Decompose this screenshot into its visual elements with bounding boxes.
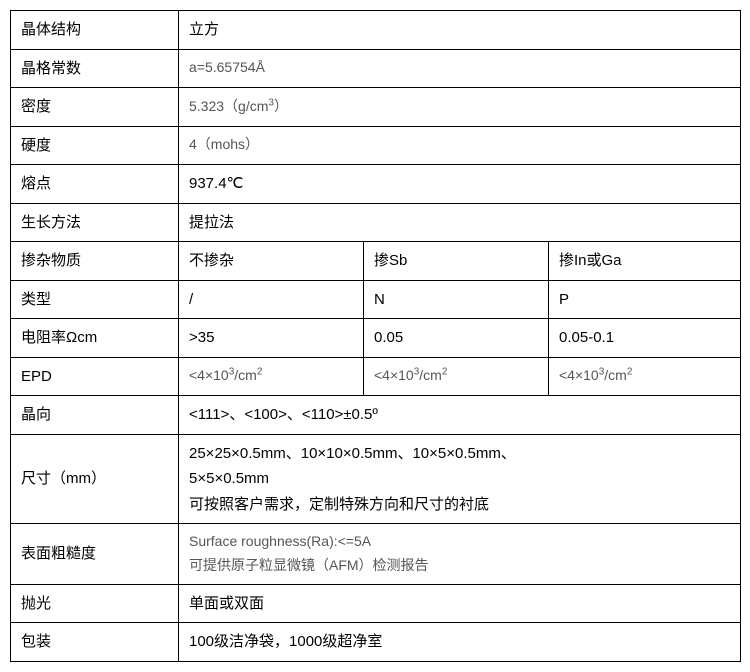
- row-value: P: [549, 280, 741, 319]
- row-value: /: [179, 280, 364, 319]
- row-label: 晶向: [11, 396, 179, 435]
- table-row: 抛光单面或双面: [11, 584, 741, 623]
- table-row: 尺寸（mm）25×25×0.5mm、10×10×0.5mm、10×5×0.5mm…: [11, 434, 741, 524]
- row-value: Surface roughness(Ra):<=5A可提供原子粒显微镜（AFM）…: [179, 524, 741, 585]
- table-row: 晶格常数a=5.65754Å: [11, 49, 741, 88]
- spec-table: 晶体结构立方晶格常数a=5.65754Å密度5.323（g/cm3）硬度4（mo…: [10, 10, 741, 662]
- row-value: 掺Sb: [364, 242, 549, 281]
- table-row: 硬度4（mohs）: [11, 126, 741, 165]
- row-value: <111>、<100>、<110>±0.5º: [179, 396, 741, 435]
- table-row: 晶体结构立方: [11, 11, 741, 50]
- table-row: 包装100级洁净袋，1000级超净室: [11, 623, 741, 662]
- row-value: a=5.65754Å: [179, 49, 741, 88]
- row-value: 4（mohs）: [179, 126, 741, 165]
- row-label: 密度: [11, 88, 179, 127]
- row-label: 包装: [11, 623, 179, 662]
- row-label: 电阻率Ωcm: [11, 319, 179, 358]
- table-row: 电阻率Ωcm>350.050.05-0.1: [11, 319, 741, 358]
- row-label: 熔点: [11, 165, 179, 204]
- row-value: <4×103/cm2: [364, 357, 549, 396]
- row-value: 单面或双面: [179, 584, 741, 623]
- table-row: 熔点937.4℃: [11, 165, 741, 204]
- table-row: 晶向<111>、<100>、<110>±0.5º: [11, 396, 741, 435]
- table-row: EPD<4×103/cm2<4×103/cm2<4×103/cm2: [11, 357, 741, 396]
- row-value: 0.05-0.1: [549, 319, 741, 358]
- table-row: 表面粗糙度Surface roughness(Ra):<=5A可提供原子粒显微镜…: [11, 524, 741, 585]
- row-value: 5.323（g/cm3）: [179, 88, 741, 127]
- row-value: >35: [179, 319, 364, 358]
- row-value: 立方: [179, 11, 741, 50]
- table-row: 掺杂物质不掺杂掺Sb掺In或Ga: [11, 242, 741, 281]
- row-value: 不掺杂: [179, 242, 364, 281]
- row-label: 表面粗糙度: [11, 524, 179, 585]
- row-value: N: [364, 280, 549, 319]
- row-label: 晶体结构: [11, 11, 179, 50]
- row-value: <4×103/cm2: [179, 357, 364, 396]
- spec-table-body: 晶体结构立方晶格常数a=5.65754Å密度5.323（g/cm3）硬度4（mo…: [11, 11, 741, 662]
- row-value: 25×25×0.5mm、10×10×0.5mm、10×5×0.5mm、5×5×0…: [179, 434, 741, 524]
- row-label: 生长方法: [11, 203, 179, 242]
- row-label: EPD: [11, 357, 179, 396]
- row-value: 掺In或Ga: [549, 242, 741, 281]
- row-label: 晶格常数: [11, 49, 179, 88]
- table-row: 生长方法提拉法: [11, 203, 741, 242]
- row-label: 硬度: [11, 126, 179, 165]
- row-label: 抛光: [11, 584, 179, 623]
- row-value: 937.4℃: [179, 165, 741, 204]
- row-value: 0.05: [364, 319, 549, 358]
- row-label: 掺杂物质: [11, 242, 179, 281]
- row-value: 提拉法: [179, 203, 741, 242]
- row-label: 类型: [11, 280, 179, 319]
- row-label: 尺寸（mm）: [11, 434, 179, 524]
- row-value: <4×103/cm2: [549, 357, 741, 396]
- row-value: 100级洁净袋，1000级超净室: [179, 623, 741, 662]
- table-row: 密度5.323（g/cm3）: [11, 88, 741, 127]
- table-row: 类型/NP: [11, 280, 741, 319]
